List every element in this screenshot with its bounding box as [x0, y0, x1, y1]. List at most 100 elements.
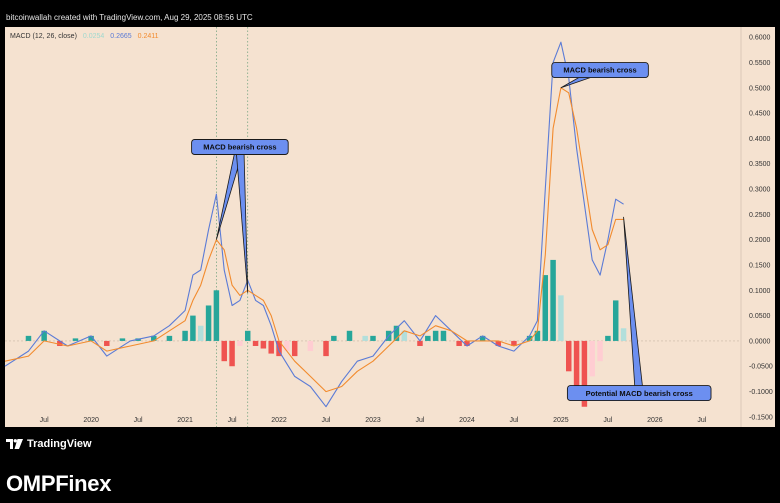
histogram-bar — [57, 340, 63, 346]
legend-histogram-value: 0.0254 — [83, 33, 105, 40]
callout-box — [191, 139, 289, 155]
histogram-bar — [268, 340, 274, 354]
histogram-bar — [252, 340, 259, 346]
histogram-bar — [276, 340, 282, 357]
histogram-bar — [425, 335, 431, 341]
histogram-bar — [244, 330, 251, 341]
x-tick-label: Jul — [134, 417, 143, 424]
x-tick-label: Jul — [228, 417, 237, 424]
y-tick-label: -0.0500 — [749, 364, 773, 371]
histogram-bar — [526, 335, 533, 341]
histogram-bar — [166, 335, 173, 341]
histogram-bar — [284, 340, 290, 352]
histogram-bar — [393, 325, 400, 341]
histogram-bar — [213, 290, 220, 341]
histogram-bar — [72, 338, 79, 341]
histogram-bar — [511, 340, 517, 346]
x-tick-label: Jul — [697, 417, 706, 424]
signal-line — [4, 87, 624, 393]
y-tick-label: 0.5500 — [749, 60, 771, 67]
histogram-bar — [104, 340, 110, 346]
y-tick-label: 0.2500 — [749, 212, 771, 219]
callout-label: Potential MACD bearish cross — [586, 389, 693, 398]
callout: MACD bearish cross — [191, 139, 289, 293]
histogram-bar — [88, 335, 94, 341]
y-tick-label: 0.0500 — [749, 313, 771, 320]
chart-credit: bitcoinwallah created with TradingView.c… — [6, 13, 253, 22]
histogram-bar — [464, 340, 470, 346]
x-tick-label: Jul — [509, 417, 518, 424]
callout: Potential MACD bearish cross — [566, 216, 712, 402]
macd-series — [4, 41, 624, 408]
histogram-bar — [237, 340, 243, 346]
legend-signal-value: 0.2411 — [138, 33, 159, 40]
histogram-bar — [440, 330, 447, 341]
macd-line — [4, 41, 624, 408]
callout-label: MACD bearish cross — [203, 143, 276, 152]
histogram-bar — [589, 340, 595, 377]
histogram-bar — [597, 340, 603, 362]
histogram-bar — [612, 300, 619, 341]
y-tick-label: -0.1500 — [749, 414, 773, 421]
callout: MACD bearish cross — [551, 62, 649, 89]
histogram-bar — [119, 338, 126, 341]
y-tick-label: 0.1500 — [749, 262, 771, 269]
brand-watermark: OMPFinex — [6, 471, 112, 496]
histogram-bar — [417, 340, 423, 346]
histogram-bar — [205, 305, 212, 341]
tradingview-logo-icon — [6, 439, 23, 449]
chart-panel — [5, 27, 775, 427]
x-tick-label: 2020 — [83, 417, 99, 424]
histogram-bar — [307, 340, 314, 352]
y-tick-label: 0.3500 — [749, 161, 771, 168]
svg-text:MACD (12, 26, close) 0.0: MACD (12, 26, close) 0.0254 0.2665 0.241… — [10, 33, 159, 40]
indicator-label: MACD (12, 26, close) — [10, 33, 77, 40]
x-tick-label: 2025 — [553, 417, 569, 424]
histogram-bar — [620, 328, 627, 341]
x-tick-label: Jul — [40, 417, 49, 424]
histogram-bar — [534, 330, 541, 341]
x-tick-label: Jul — [603, 417, 612, 424]
histogram-bar — [370, 335, 376, 341]
callout-label: MACD bearish cross — [563, 66, 636, 75]
histogram-bar — [479, 335, 486, 341]
histogram-bar — [581, 340, 588, 407]
histogram-bar — [221, 340, 227, 362]
y-tick-label: 0.5000 — [749, 85, 771, 92]
legend-macd-value: 0.2665 — [110, 33, 132, 40]
y-tick-label: -0.1000 — [749, 389, 773, 396]
histogram-bar — [542, 275, 548, 341]
histogram-bar — [550, 259, 556, 341]
histogram-bar — [456, 340, 462, 346]
y-tick-label: 0.2000 — [749, 237, 771, 244]
histogram-bar — [151, 335, 157, 341]
histogram-bar — [362, 335, 368, 341]
annotations: MACD bearish cross MACD bearish cross Pote… — [191, 62, 712, 402]
histogram-bar — [229, 340, 235, 367]
histogram-bar — [495, 340, 502, 346]
y-tick-label: 0.4000 — [749, 136, 771, 143]
histogram-bar — [331, 335, 337, 341]
histogram-bar — [605, 335, 611, 341]
x-tick-label: 2021 — [177, 417, 193, 424]
histogram-bar — [566, 340, 572, 372]
macd-chart[interactable]: MACD bearish cross MACD bearish cross Pote… — [0, 0, 780, 432]
histogram-bar — [25, 335, 32, 341]
histogram-bar — [182, 330, 188, 341]
x-tick-label: 2022 — [271, 417, 287, 424]
y-tick-label: 0.0000 — [749, 338, 771, 345]
y-axis: 0.6000 0.5500 0.5000 0.4500 0.4000 0.3500 0.30… — [749, 35, 773, 422]
histogram-bar — [346, 330, 353, 341]
x-tick-label: 2026 — [647, 417, 663, 424]
x-tick-label: Jul — [322, 417, 331, 424]
histogram-bar — [323, 340, 329, 357]
histogram-bar — [573, 340, 580, 392]
y-tick-label: 0.4500 — [749, 111, 771, 118]
histogram-bar — [291, 340, 298, 357]
tradingview-logo: TradingView — [6, 438, 92, 450]
histogram-bar — [41, 330, 47, 341]
y-tick-label: 0.6000 — [749, 35, 771, 42]
vertical-markers — [216, 27, 249, 427]
y-tick-label: 0.1000 — [749, 288, 771, 295]
tradingview-logo-text: TradingView — [27, 438, 92, 450]
